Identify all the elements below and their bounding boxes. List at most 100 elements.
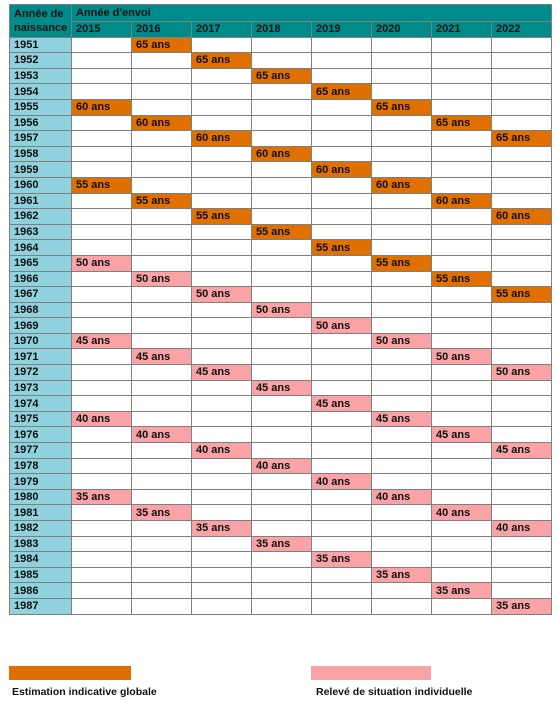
empty-cell (311, 67, 372, 85)
table-row: 1956 60 ans 65 ans (9, 114, 552, 132)
birth-year-cell: 1981 (9, 504, 72, 521)
empty-cell (431, 145, 492, 163)
birth-year-cell: 1973 (9, 379, 72, 397)
birth-year-cell: 1961 (9, 192, 72, 210)
age-cell: 60 ans (71, 98, 132, 116)
empty-cell (251, 208, 312, 225)
empty-cell (491, 488, 552, 506)
empty-cell (371, 582, 432, 599)
empty-cell (191, 192, 252, 210)
legend-label-orange: Estimation indicative globale (12, 686, 157, 698)
birth-year-cell: 1958 (9, 145, 72, 163)
table-row: 1979 40 ans (9, 473, 552, 490)
empty-cell (371, 145, 432, 163)
table-row: 1960 55 ans 60 ans (9, 176, 552, 194)
table-row: 1966 50 ans 55 ans (9, 270, 552, 288)
empty-cell (131, 597, 192, 615)
empty-cell (311, 426, 372, 444)
birth-year-cell: 1982 (9, 520, 72, 537)
empty-cell (71, 114, 132, 132)
empty-cell (491, 161, 552, 178)
birth-year-cell: 1970 (9, 332, 72, 350)
empty-cell (71, 83, 132, 100)
empty-cell (311, 348, 372, 366)
empty-cell (371, 208, 432, 225)
age-cell: 50 ans (311, 317, 372, 334)
empty-cell (71, 52, 132, 69)
empty-cell (191, 597, 252, 615)
empty-cell (491, 192, 552, 210)
empty-cell (371, 223, 432, 241)
empty-cell (71, 239, 132, 256)
empty-cell (371, 457, 432, 475)
empty-cell (131, 473, 192, 490)
birth-year-cell: 1964 (9, 239, 72, 256)
year-header-2021: 2021 (431, 21, 492, 38)
empty-cell (131, 301, 192, 319)
empty-cell (131, 442, 192, 459)
empty-cell (311, 566, 372, 584)
empty-cell (491, 426, 552, 444)
age-cell: 55 ans (491, 286, 552, 303)
table-row: 1961 55 ans 60 ans (9, 192, 552, 210)
birth-year-header-line1: Année de (14, 7, 64, 20)
empty-cell (431, 286, 492, 303)
empty-cell (311, 36, 372, 54)
table-row: 1962 55 ans 60 ans (9, 208, 552, 225)
empty-cell (191, 270, 252, 288)
empty-cell (491, 551, 552, 568)
empty-cell (131, 286, 192, 303)
age-cell: 55 ans (71, 176, 132, 194)
empty-cell (71, 426, 132, 444)
empty-cell (251, 395, 312, 412)
empty-cell (251, 504, 312, 521)
birth-year-cell: 1972 (9, 364, 72, 381)
table-row: 1982 35 ans 40 ans (9, 520, 552, 537)
empty-cell (311, 301, 372, 319)
age-cell: 65 ans (191, 52, 252, 69)
empty-cell (71, 145, 132, 163)
table-row: 1954 65 ans (9, 83, 552, 100)
empty-cell (311, 176, 372, 194)
age-cell: 40 ans (191, 442, 252, 459)
birth-year-cell: 1965 (9, 254, 72, 272)
empty-cell (491, 98, 552, 116)
empty-cell (71, 270, 132, 288)
empty-cell (491, 566, 552, 584)
empty-cell (431, 473, 492, 490)
empty-cell (431, 520, 492, 537)
empty-cell (131, 395, 192, 412)
age-cell: 35 ans (71, 488, 132, 506)
empty-cell (311, 254, 372, 272)
table-row: 1978 40 ans (9, 457, 552, 475)
age-cell: 65 ans (311, 83, 372, 100)
table-row: 1971 45 ans 50 ans (9, 348, 552, 366)
empty-cell (251, 130, 312, 147)
table-row: 1953 65 ans (9, 67, 552, 85)
empty-cell (311, 286, 372, 303)
empty-cell (251, 83, 312, 100)
year-header-2020: 2020 (371, 21, 432, 38)
empty-cell (431, 161, 492, 178)
empty-cell (311, 457, 372, 475)
age-cell: 60 ans (131, 114, 192, 132)
birth-year-cell: 1967 (9, 286, 72, 303)
empty-cell (251, 520, 312, 537)
year-header-2019: 2019 (311, 21, 372, 38)
empty-cell (251, 176, 312, 194)
empty-cell (491, 145, 552, 163)
empty-cell (311, 582, 372, 599)
empty-cell (431, 223, 492, 241)
empty-cell (71, 67, 132, 85)
empty-cell (251, 348, 312, 366)
birth-year-cell: 1963 (9, 223, 72, 241)
empty-cell (311, 488, 372, 506)
empty-cell (191, 410, 252, 428)
table-row: 1975 40 ans 45 ans (9, 410, 552, 428)
table-row: 1973 45 ans (9, 379, 552, 397)
empty-cell (131, 161, 192, 178)
empty-cell (371, 192, 432, 210)
empty-cell (491, 395, 552, 412)
empty-cell (251, 270, 312, 288)
legend-swatch-orange (9, 666, 131, 680)
